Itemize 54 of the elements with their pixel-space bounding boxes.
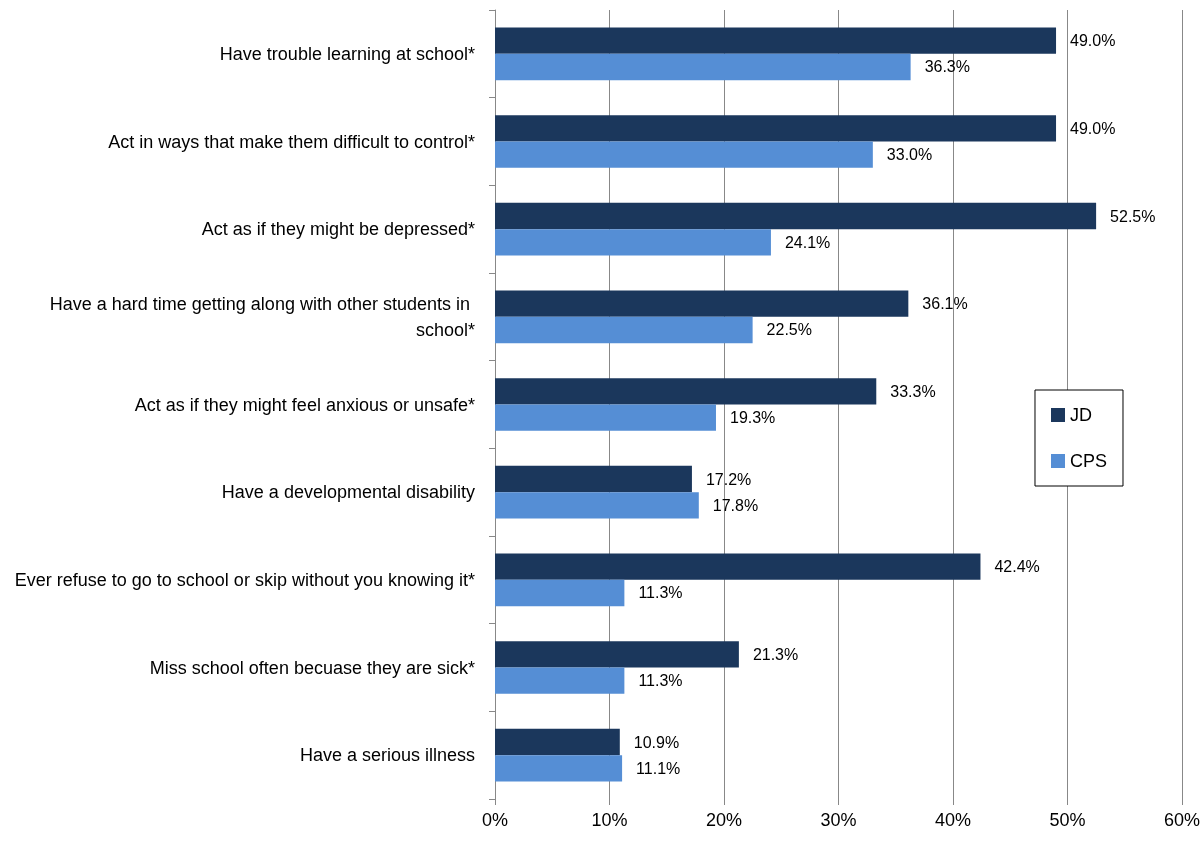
- data-label: 11.1%: [636, 759, 681, 777]
- bar: [495, 202, 1097, 230]
- data-label: 49.0%: [1070, 32, 1116, 50]
- data-label: 33.3%: [890, 382, 936, 400]
- y-tick-label: Have trouble learning at school*: [219, 43, 475, 64]
- bar: [495, 378, 877, 405]
- data-label: 22.5%: [766, 321, 812, 339]
- bar: [495, 404, 716, 431]
- x-tick-label: 40%: [934, 810, 972, 830]
- y-tick-label: Have a hard time getting along with other students in school*: [49, 293, 475, 340]
- x-tick-label: 50%: [1049, 810, 1086, 830]
- bar: [495, 53, 911, 81]
- bar: [495, 27, 1057, 54]
- data-label: 21.3%: [752, 645, 799, 663]
- data-label: 24.1%: [784, 233, 831, 251]
- bar: [495, 728, 620, 756]
- data-label: 36.1%: [922, 295, 968, 313]
- data-label: 36.3%: [924, 58, 970, 76]
- bar: [495, 755, 623, 782]
- data-label: 17.2%: [705, 470, 752, 488]
- data-label: 11.3%: [638, 672, 683, 690]
- x-tick-label: 60%: [1163, 810, 1200, 830]
- data-label: 11.3%: [638, 584, 683, 602]
- bar: [495, 492, 699, 519]
- data-label: 19.3%: [729, 409, 776, 427]
- y-tick-label: Have a developmental disability: [221, 482, 475, 503]
- y-tick-label: Ever refuse to go to school or skip without you knowing it*: [14, 569, 475, 590]
- bar: [495, 229, 771, 256]
- data-label: 49.0%: [1070, 119, 1116, 137]
- x-tick-label: 10%: [591, 810, 628, 830]
- data-label: 33.0%: [886, 146, 933, 164]
- bar: [495, 316, 753, 344]
- bar: [495, 465, 692, 493]
- legend-label: CPS: [1069, 451, 1107, 471]
- data-label: 52.5%: [1110, 207, 1156, 225]
- y-tick-label: Act as if they might feel anxious or unsafe*: [134, 394, 475, 415]
- y-tick-label: Miss school often becuase they are sick*: [149, 657, 475, 678]
- data-label: 10.9%: [633, 733, 680, 751]
- bar: [495, 141, 873, 168]
- y-tick-label: Act as if they might be depressed*: [201, 219, 475, 240]
- y-tick-label: Act in ways that make them difficult to control*: [108, 131, 475, 152]
- x-tick-label: 20%: [705, 810, 743, 830]
- x-tick-label: 0%: [481, 810, 509, 830]
- legend-label: JD: [1069, 405, 1092, 425]
- data-label: 42.4%: [994, 558, 1040, 576]
- data-label: 17.8%: [712, 496, 759, 514]
- bar: [495, 641, 739, 668]
- bar: [495, 667, 625, 694]
- bar: [495, 115, 1057, 142]
- y-tick-label: Have a serious illness: [299, 745, 475, 766]
- bar: [495, 553, 981, 580]
- bar: [495, 579, 625, 607]
- x-tick-label: 30%: [820, 810, 857, 830]
- bar: [495, 290, 909, 317]
